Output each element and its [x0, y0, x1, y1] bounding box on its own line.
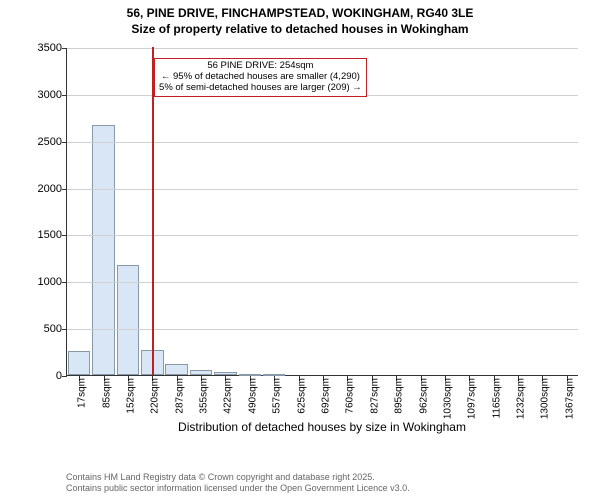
y-tick-label: 3500 — [12, 42, 62, 54]
x-tick-label: 1030sqm — [442, 378, 453, 419]
x-tick-label: 1097sqm — [467, 378, 478, 419]
x-tick-label: 692sqm — [321, 378, 332, 414]
gridline — [67, 235, 578, 236]
x-tick-label: 760sqm — [345, 378, 356, 414]
x-tick-label: 85sqm — [101, 378, 112, 408]
x-tick-label: 220sqm — [150, 378, 161, 414]
bar — [214, 372, 236, 375]
y-tick-label: 3000 — [12, 89, 62, 101]
x-tick-label: 625sqm — [296, 378, 307, 414]
x-axis-label: Distribution of detached houses by size … — [66, 420, 578, 434]
y-tick-mark — [62, 282, 67, 283]
x-tick-label: 1300sqm — [540, 378, 551, 419]
gridline — [67, 142, 578, 143]
title-line-2: Size of property relative to detached ho… — [0, 22, 600, 38]
x-tick-label: 1165sqm — [491, 378, 502, 418]
bar — [165, 364, 187, 375]
y-tick-label: 2500 — [12, 136, 62, 148]
footer-line-1: Contains HM Land Registry data © Crown c… — [66, 472, 410, 483]
gridline — [67, 282, 578, 283]
chart-title: 56, PINE DRIVE, FINCHAMPSTEAD, WOKINGHAM… — [0, 0, 600, 37]
y-tick-label: 1000 — [12, 276, 62, 288]
x-tick-label: 1367sqm — [564, 378, 575, 419]
footer-line-2: Contains public sector information licen… — [66, 483, 410, 494]
x-tick-label: 287sqm — [174, 378, 185, 414]
annotation-box: 56 PINE DRIVE: 254sqm← 95% of detached h… — [154, 58, 367, 97]
y-tick-mark — [62, 142, 67, 143]
chart: Number of detached properties 56 PINE DR… — [0, 40, 600, 430]
y-tick-label: 500 — [12, 323, 62, 335]
y-tick-label: 2000 — [12, 183, 62, 195]
x-tick-label: 422sqm — [223, 378, 234, 414]
bar — [92, 125, 114, 375]
title-line-1: 56, PINE DRIVE, FINCHAMPSTEAD, WOKINGHAM… — [0, 6, 600, 22]
x-tick-label: 355sqm — [199, 378, 210, 414]
y-tick-mark — [62, 189, 67, 190]
bars-container — [67, 48, 578, 375]
y-tick-label: 0 — [12, 370, 62, 382]
x-tick-label: 557sqm — [272, 378, 283, 414]
y-tick-mark — [62, 329, 67, 330]
y-tick-mark — [62, 235, 67, 236]
x-tick-label: 152sqm — [125, 378, 136, 414]
footer: Contains HM Land Registry data © Crown c… — [66, 472, 410, 495]
y-tick-mark — [62, 95, 67, 96]
x-tick-label: 827sqm — [369, 378, 380, 414]
bar — [190, 370, 212, 375]
gridline — [67, 48, 578, 49]
gridline — [67, 189, 578, 190]
y-tick-label: 1500 — [12, 229, 62, 241]
x-tick-label: 17sqm — [77, 378, 88, 408]
annotation-line: 5% of semi-detached houses are larger (2… — [159, 83, 362, 94]
x-tick-label: 490sqm — [247, 378, 258, 414]
bar — [263, 374, 285, 375]
x-tick-label: 895sqm — [394, 378, 405, 414]
bar — [239, 374, 261, 375]
gridline — [67, 329, 578, 330]
x-tick-label: 962sqm — [418, 378, 429, 414]
bar — [68, 351, 90, 375]
y-tick-mark — [62, 376, 67, 377]
y-tick-mark — [62, 48, 67, 49]
plot-area: 56 PINE DRIVE: 254sqm← 95% of detached h… — [66, 48, 578, 376]
x-tick-label: 1232sqm — [516, 378, 527, 419]
